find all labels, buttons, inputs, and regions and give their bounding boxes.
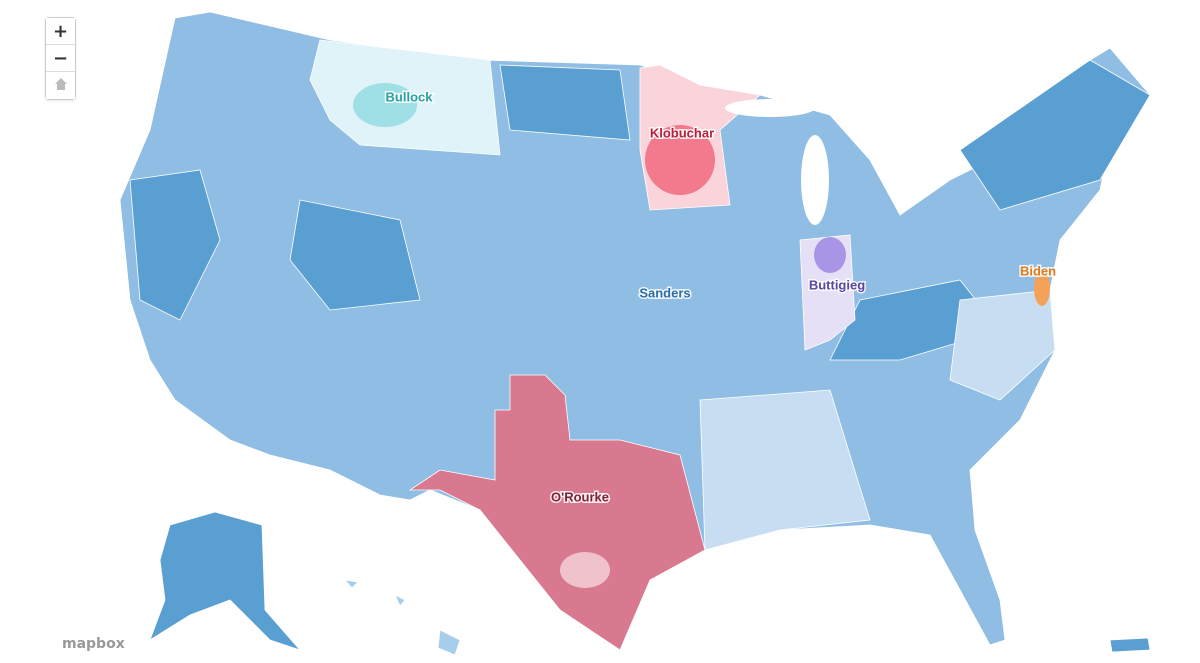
candidate-label: Bullock — [386, 89, 434, 104]
lake-michigan — [801, 135, 829, 225]
dark-region — [499, 64, 631, 141]
texas-light — [560, 552, 610, 588]
labels: Bullock Klobuchar Sanders Buttigieg Biden O'R… — [384, 88, 1058, 506]
hawaii — [343, 579, 406, 607]
home-icon — [54, 78, 67, 90]
dark-region — [129, 169, 221, 321]
lower-48 — [119, 11, 1151, 651]
light-region — [949, 289, 1056, 401]
zoom-in[interactable]: + — [46, 18, 75, 45]
minnesota-core — [645, 125, 715, 195]
lake-superior — [725, 99, 815, 117]
texas — [408, 374, 706, 651]
candidate-label: Buttigieg — [809, 277, 865, 292]
states — [119, 11, 1151, 656]
hawaii — [437, 629, 461, 656]
candidate-label: O'Rourke — [551, 489, 609, 504]
zoom-out[interactable]: − — [46, 45, 75, 72]
attribution: mapbox — [62, 636, 125, 652]
map-controls: + − — [45, 17, 76, 100]
indiana-core — [814, 237, 846, 273]
puerto-rico — [1109, 637, 1151, 653]
candidate-label: Biden — [1020, 263, 1056, 278]
home[interactable] — [46, 72, 75, 99]
biden-area — [1034, 270, 1050, 306]
candidate-label: Klobuchar — [650, 125, 714, 140]
dark-region — [959, 59, 1151, 211]
montana-core — [353, 83, 417, 127]
dark-region — [289, 199, 421, 311]
light-region — [699, 389, 871, 551]
candidate-label: Sanders — [639, 285, 690, 300]
alaska — [149, 511, 302, 651]
